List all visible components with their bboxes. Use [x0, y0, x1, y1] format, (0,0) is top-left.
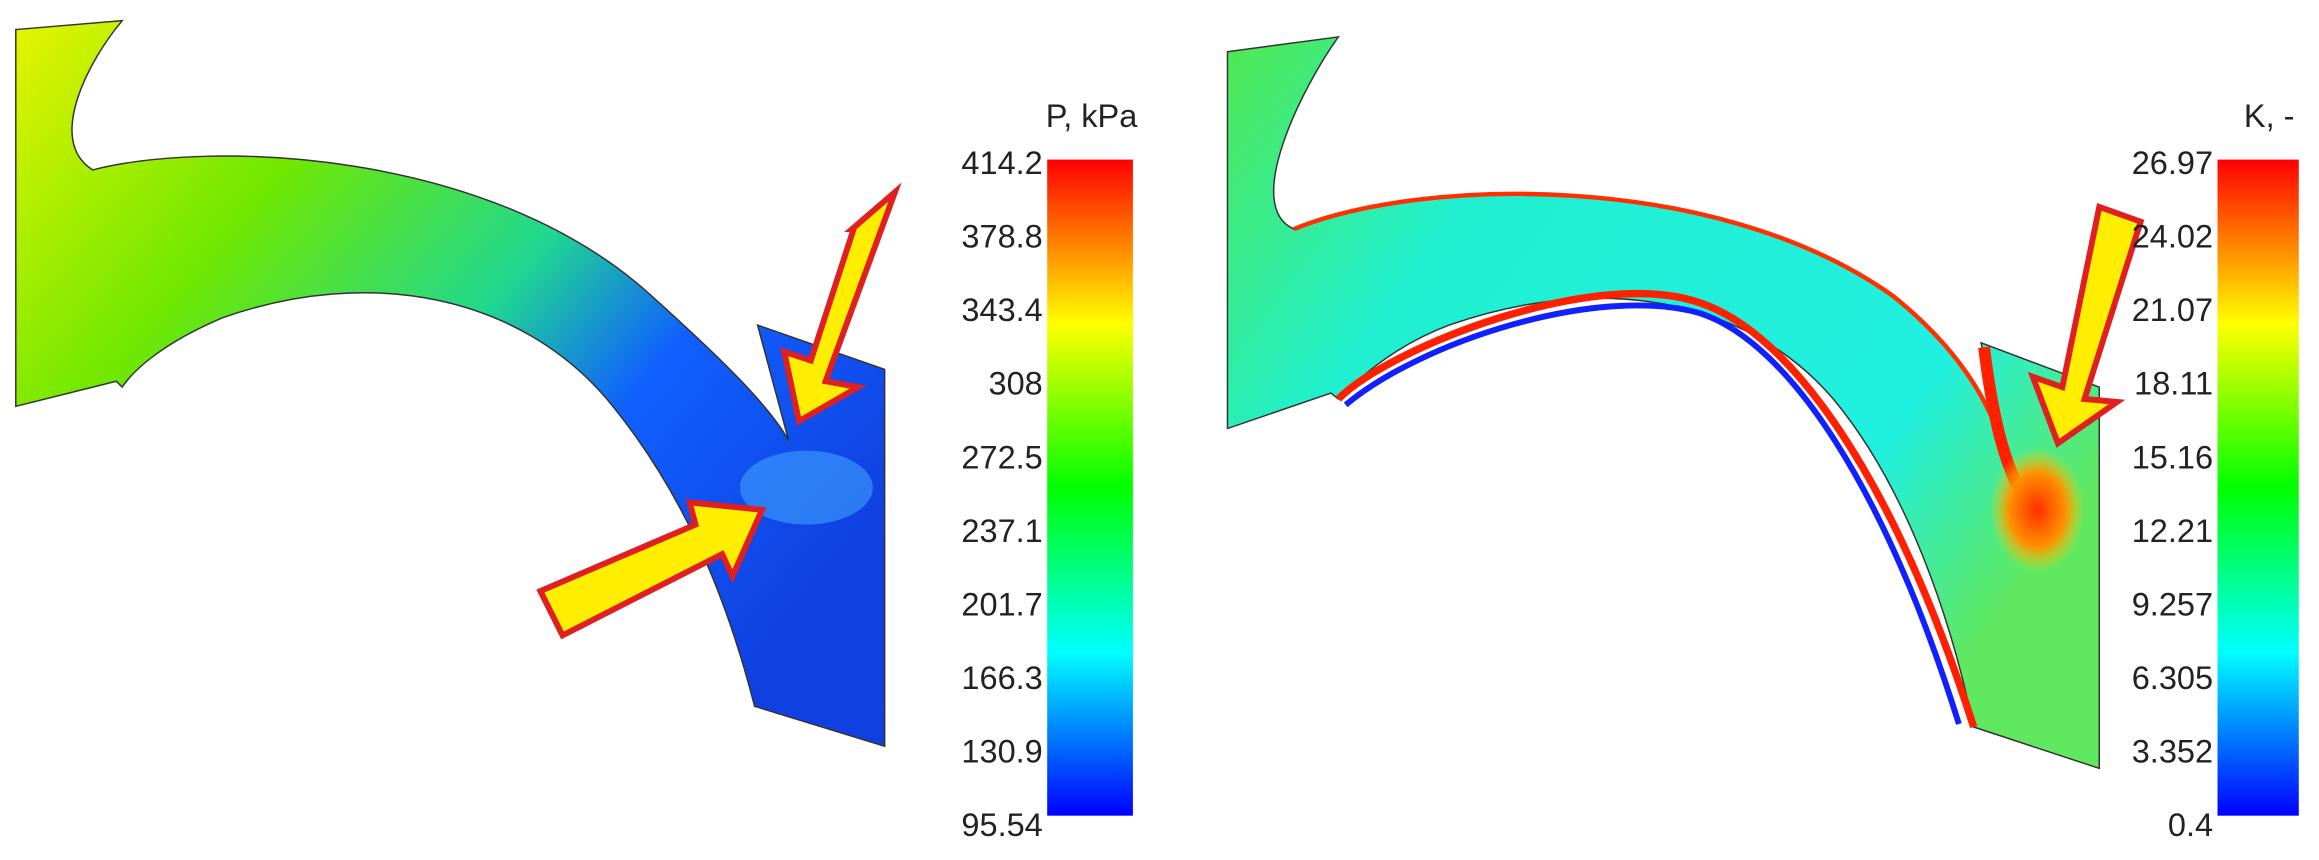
colorbar-label: 272.5	[961, 439, 1042, 475]
colorbar-label: 9.257	[2132, 586, 2213, 622]
colorbar-label: 15.16	[2132, 439, 2213, 475]
colorbar-label: 21.07	[2132, 292, 2213, 328]
colorbar-label: 3.352	[2132, 734, 2213, 770]
colorbar-label: 95.54	[961, 807, 1042, 843]
colorbar-label: 26.97	[2132, 145, 2213, 181]
colorbar-labels: 414.2 378.8 343.4 308 272.5 237.1 201.7 166.3 13…	[961, 145, 1042, 843]
arrow	[536, 499, 767, 640]
k-field	[1226, 35, 2101, 770]
colorbar-title: K, -	[2244, 98, 2295, 134]
colorbar	[2217, 159, 2299, 816]
colorbar-label: 130.9	[961, 734, 1042, 770]
pressure-field	[15, 19, 886, 748]
colorbar-label: 414.2	[961, 145, 1042, 181]
colorbar-label: 201.7	[961, 586, 1042, 622]
colorbar-title: P, kPa	[1046, 98, 1138, 134]
arrow	[2027, 202, 2145, 448]
colorbar-label: 308	[989, 366, 1043, 402]
colorbar-labels: 26.97 24.02 21.07 18.11 15.16 12.21 9.257 6.305…	[2132, 145, 2213, 843]
colorbar-label: 378.8	[961, 219, 1042, 255]
arrow	[780, 182, 902, 426]
colorbar-label: 18.11	[2134, 366, 2213, 402]
colorbar-label: 6.305	[2132, 660, 2213, 696]
colorbar-label: 0.4	[2168, 807, 2213, 843]
colorbar-label: 24.02	[2132, 219, 2213, 255]
colorbar-label: 343.4	[961, 292, 1042, 328]
colorbar-label: 12.21	[2132, 513, 2213, 549]
colorbar-label: 237.1	[961, 513, 1042, 549]
colorbar	[1047, 159, 1133, 816]
colorbar-label: 166.3	[961, 660, 1042, 696]
